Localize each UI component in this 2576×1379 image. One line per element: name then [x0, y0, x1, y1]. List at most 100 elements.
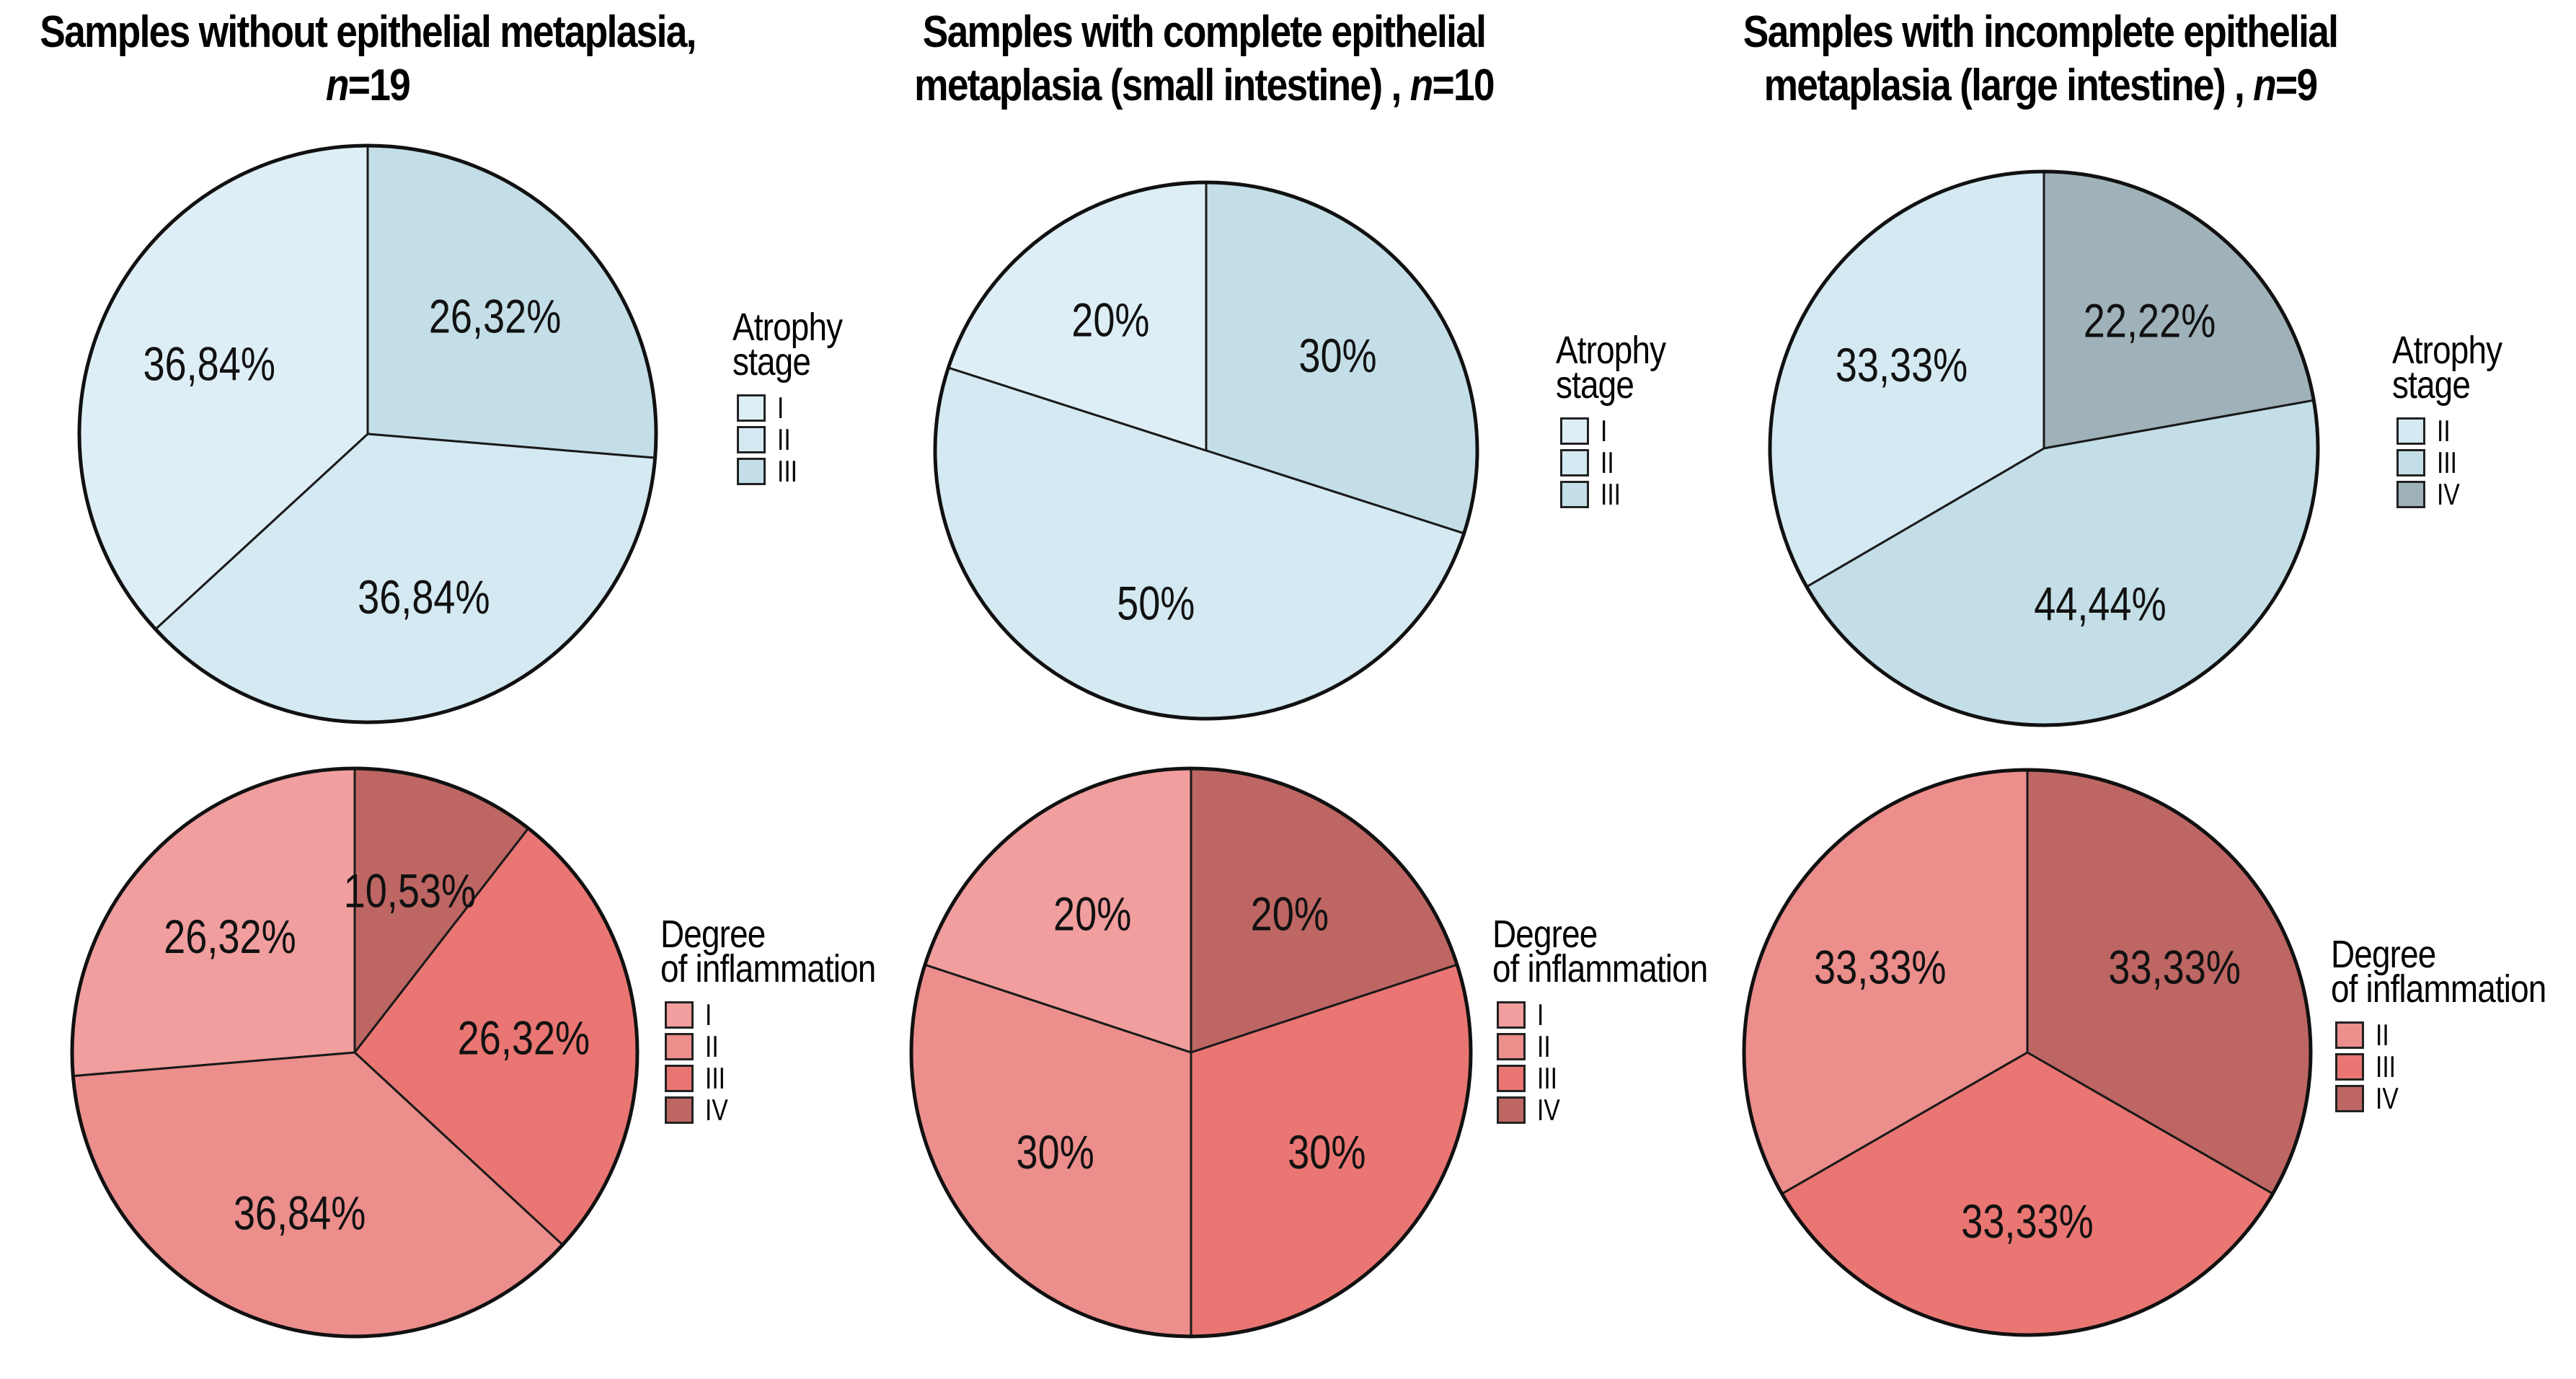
pie-outline	[70, 766, 639, 1339]
legend-label: IV	[705, 1093, 728, 1127]
slice-label-III: 30%	[1288, 1125, 1366, 1179]
legend-title-line: stage	[732, 340, 811, 383]
legend-item-III: III	[1497, 1063, 1745, 1094]
legend-item-I: I	[1560, 415, 1685, 447]
legend-label: II	[1537, 1029, 1551, 1063]
legend-items: II III IV	[2396, 415, 2521, 510]
slice-label-I: 20%	[1053, 887, 1131, 941]
legend-item-II: II	[2335, 1019, 2576, 1051]
legend-swatch	[1560, 481, 1589, 508]
legend-atrophy-complete-metaplasia: Atrophy stage I II III	[1556, 329, 1685, 510]
slice-label-IV: 22,22%	[2084, 293, 2216, 347]
legend-label: III	[2437, 445, 2458, 479]
legend-title-line: Atrophy	[2392, 329, 2502, 372]
legend-swatch	[2335, 1021, 2364, 1049]
slice-label-II: 30%	[1017, 1125, 1094, 1179]
pie-atrophy-no-metaplasia: 26,32% 36,84% 36,84%	[77, 143, 658, 724]
legend-title-line: stage	[2392, 363, 2471, 407]
legend-label: I	[705, 998, 712, 1032]
legend-inflammation-no-metaplasia: Degree of inflammation I II III IV	[660, 913, 913, 1126]
legend-item-II: II	[1497, 1031, 1745, 1063]
legend-title: Atrophy stage	[732, 306, 843, 383]
slice-label-III: 26,32%	[429, 289, 562, 342]
title-line-2: n=19	[14, 59, 721, 112]
legend-label: IV	[1537, 1093, 1560, 1127]
column-title-incomplete-metaplasia: Samples with incomplete epithelial metap…	[1718, 6, 2363, 112]
legend-title: Degree of inflammation	[2331, 933, 2546, 1011]
legend-title: Degree of inflammation	[1492, 913, 1708, 988]
legend-swatch	[1497, 1065, 1526, 1092]
legend-title-line: Atrophy	[1556, 329, 1666, 372]
legend-swatch	[737, 458, 766, 485]
legend-inflammation-incomplete-metaplasia: Degree of inflammation II III IV	[2331, 933, 2576, 1114]
title-line-2-text: metaplasia (large intestine) ,	[1763, 61, 2254, 110]
legend-items: I II III	[1560, 415, 1685, 510]
title-line-2-text: metaplasia (small intestine) ,	[914, 61, 1410, 110]
legend-label: II	[2376, 1018, 2389, 1052]
n-value: =19	[348, 61, 411, 110]
pie-outline	[77, 143, 658, 724]
legend-label: II	[2437, 414, 2451, 448]
slice-label-III: 44,44%	[2034, 577, 2166, 630]
legend-label: IV	[2376, 1081, 2399, 1115]
legend-title-line: Degree	[1492, 913, 1598, 956]
legend-label: III	[1537, 1061, 1558, 1095]
legend-inflammation-complete-metaplasia: Degree of inflammation I II III IV	[1492, 913, 1745, 1126]
legend-item-IV: IV	[1497, 1094, 1745, 1126]
legend-title-line: of inflammation	[660, 947, 876, 990]
legend-title: Atrophy stage	[2392, 329, 2502, 407]
legend-label: I	[1601, 414, 1608, 448]
slice-label-I: 36,84%	[143, 337, 275, 390]
legend-label: II	[777, 422, 791, 456]
legend-label: III	[2376, 1050, 2396, 1083]
slice-label-III: 26,32%	[458, 1011, 590, 1064]
column-title-no-metaplasia: Samples without epithelial metaplasia, n…	[14, 6, 721, 112]
legend-label: II	[705, 1029, 719, 1063]
legend-items: I II III	[737, 392, 862, 487]
legend-atrophy-incomplete-metaplasia: Atrophy stage II III IV	[2392, 329, 2521, 510]
legend-swatch	[2396, 449, 2425, 476]
slice-label-IV: 20%	[1251, 887, 1329, 941]
legend-label: III	[1601, 477, 1621, 511]
n-symbol: n	[1409, 61, 1434, 110]
legend-title-line: of inflammation	[2331, 967, 2546, 1011]
n-value: =10	[1432, 61, 1495, 110]
legend-swatch	[1497, 1033, 1526, 1060]
legend-label: III	[777, 454, 798, 488]
legend-swatch	[1497, 1001, 1526, 1029]
pie-outline	[1742, 768, 2313, 1337]
legend-item-III: III	[2335, 1051, 2576, 1083]
legend-title-line: Atrophy	[732, 306, 843, 349]
legend-item-IV: IV	[2335, 1083, 2576, 1114]
legend-label: IV	[2437, 477, 2460, 511]
legend-title-line: Degree	[660, 913, 766, 956]
legend-item-III: III	[1560, 479, 1685, 510]
legend-swatch	[1560, 449, 1589, 476]
pie-outline	[1768, 169, 2320, 727]
legend-item-IV: IV	[665, 1094, 913, 1126]
legend-label: II	[1601, 445, 1614, 479]
legend-title-line: Degree	[2331, 933, 2436, 976]
slice-label-II: 36,84%	[234, 1186, 366, 1239]
legend-swatch	[665, 1065, 694, 1092]
legend-label: III	[705, 1061, 726, 1095]
legend-title-line: stage	[1556, 363, 1634, 407]
pie-outline	[909, 766, 1473, 1339]
legend-swatch	[665, 1001, 694, 1029]
legend-swatch	[1560, 417, 1589, 445]
pie-inflammation-incomplete-metaplasia: 33,33% 33,33% 33,33%	[1742, 768, 2313, 1337]
slice-label-II: 50%	[1117, 576, 1195, 629]
slice-label-IV: 33,33%	[2108, 940, 2241, 993]
slice-label-III: 33,33%	[1961, 1194, 2094, 1248]
legend-swatch	[2396, 417, 2425, 445]
slice-label-IV: 10,53%	[344, 864, 477, 917]
legend-title: Degree of inflammation	[660, 913, 876, 990]
legend-label: I	[1537, 998, 1544, 1032]
pie-atrophy-incomplete-metaplasia: 22,22% 44,44% 33,33%	[1768, 169, 2320, 727]
title-line-1: Samples with incomplete epithelial	[1743, 7, 2339, 57]
legend-item-II: II	[737, 424, 862, 456]
legend-swatch	[2335, 1053, 2364, 1081]
legend-item-IV: IV	[2396, 479, 2521, 510]
legend-items: I II III IV	[1497, 999, 1745, 1126]
legend-swatch	[737, 394, 766, 422]
